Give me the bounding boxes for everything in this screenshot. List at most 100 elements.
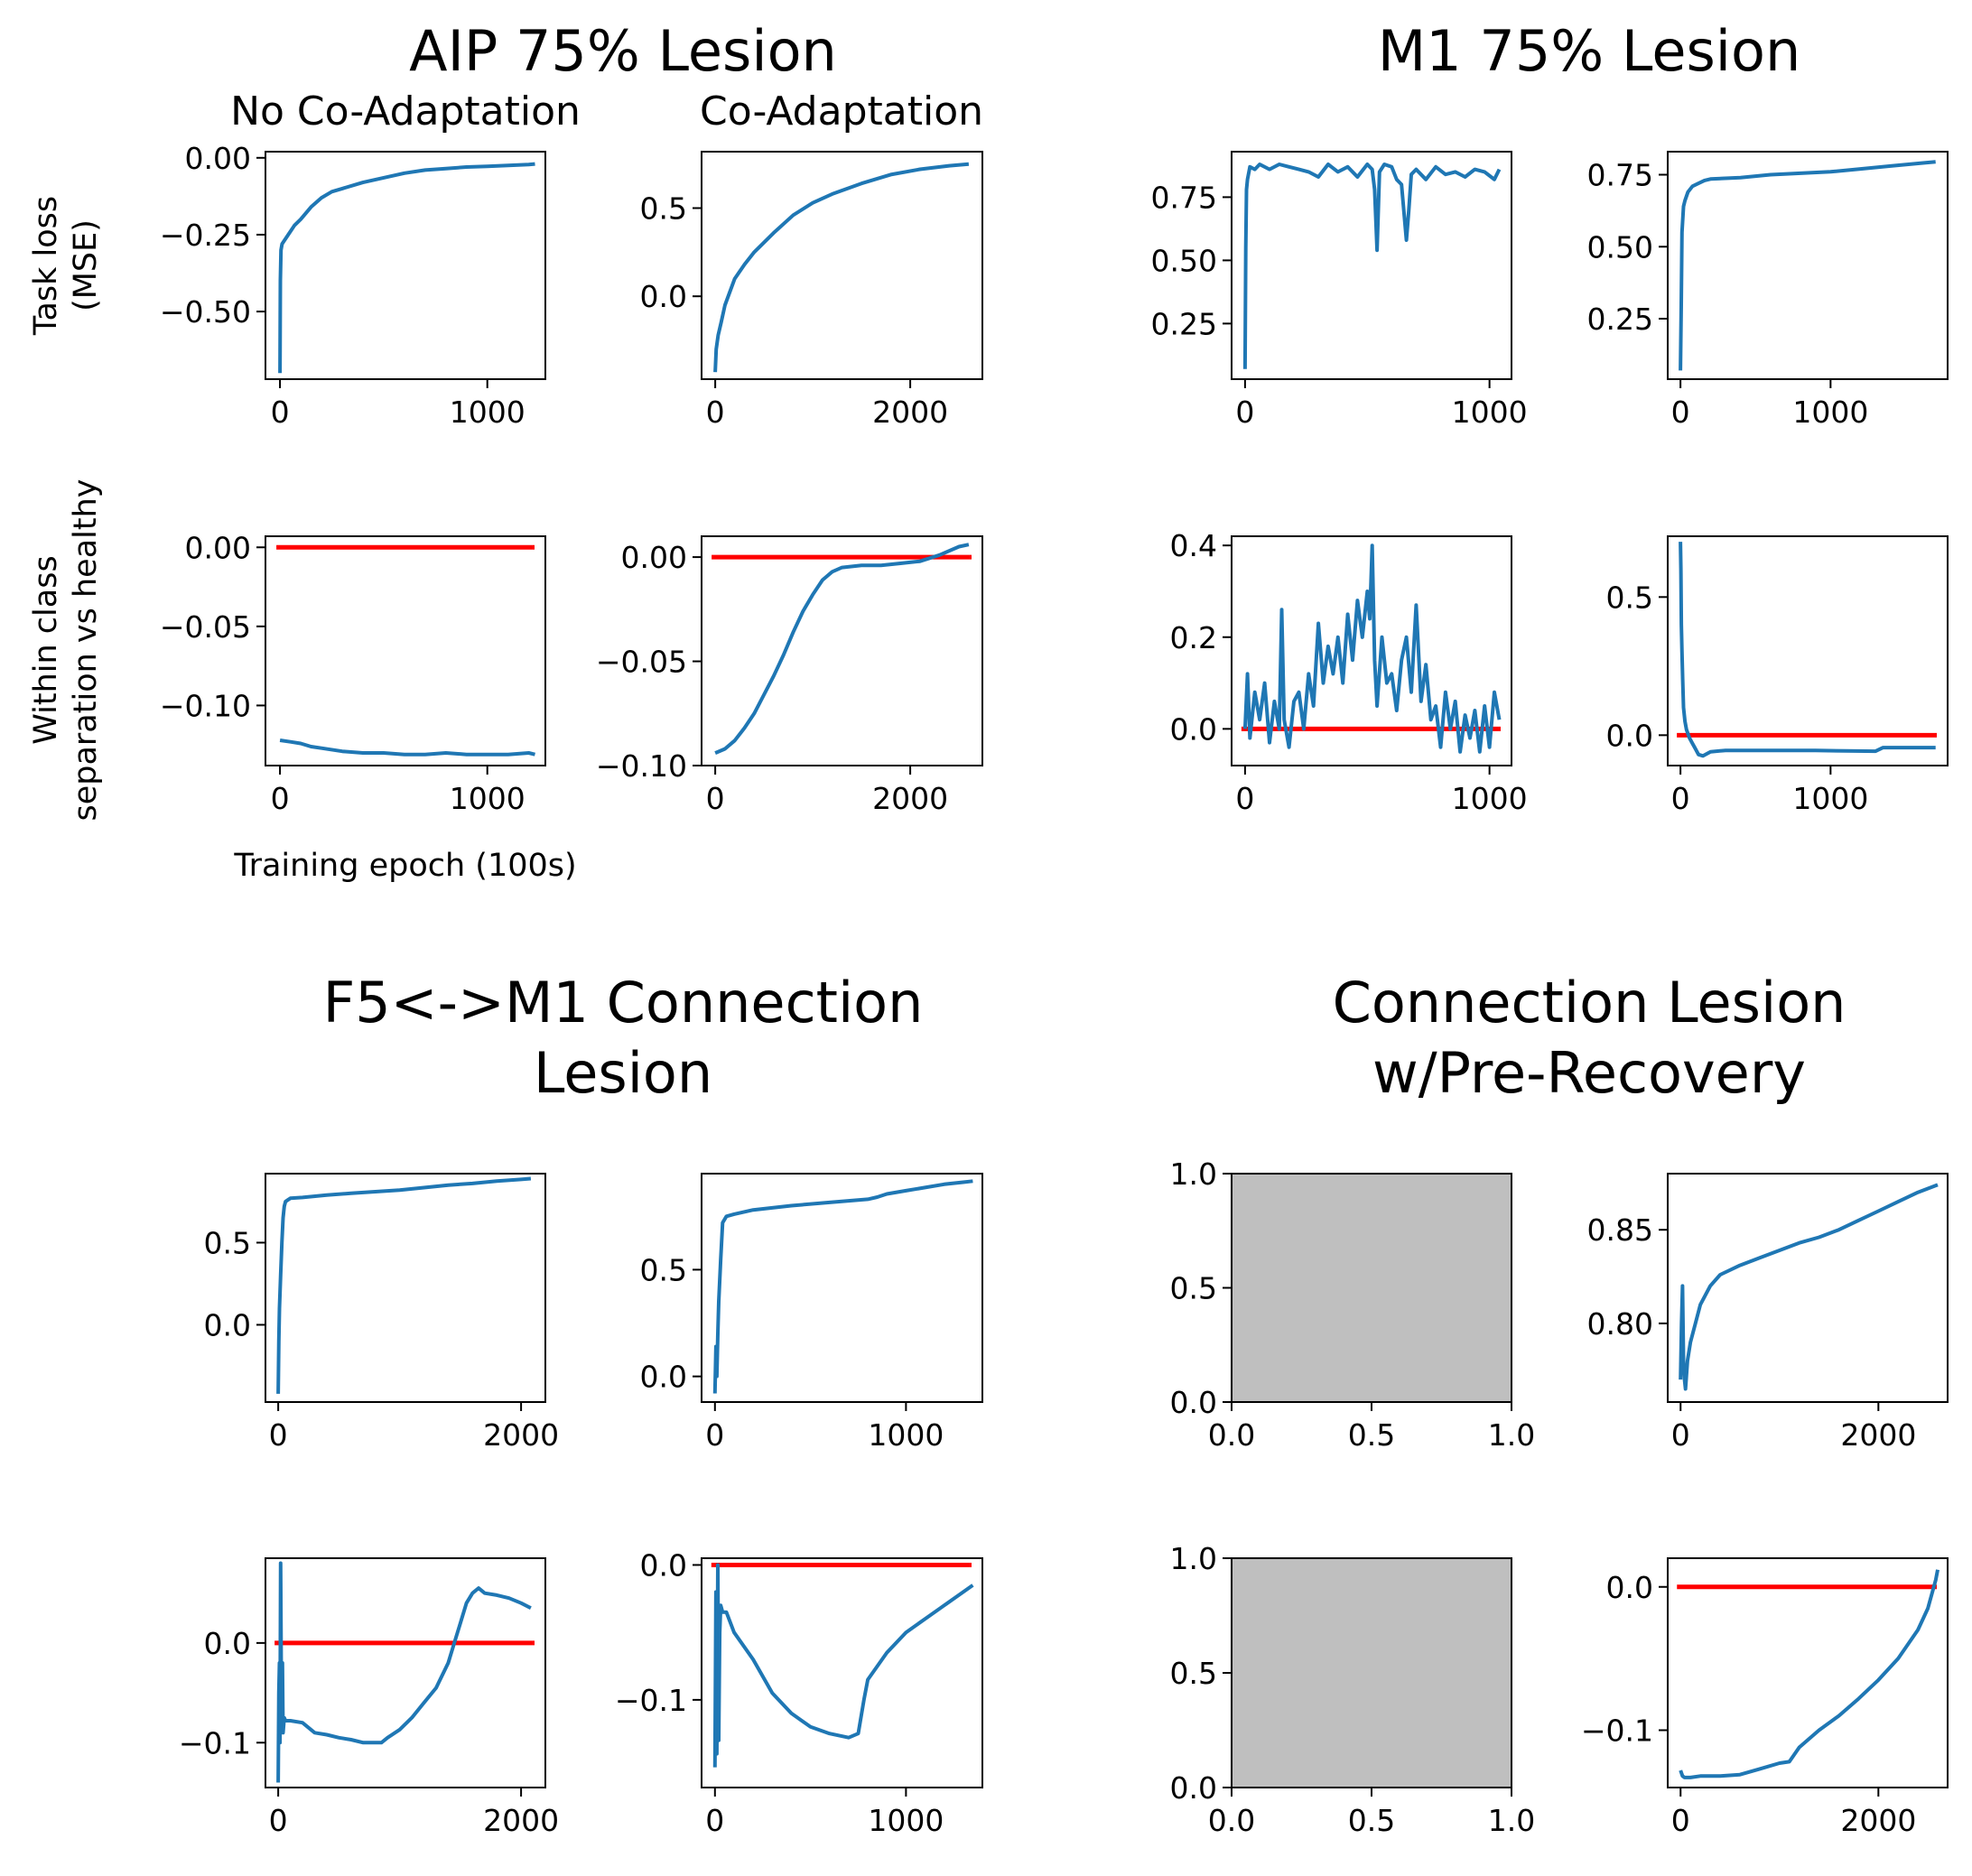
empty-panel-background (1232, 1558, 1512, 1788)
series-line (1679, 1183, 1939, 1391)
y-tick-label: −0.1 (179, 1725, 251, 1760)
y-tick-label: 0.80 (1587, 1306, 1653, 1342)
axes-frame (265, 1557, 546, 1788)
x-tick-label: 2000 (1840, 1417, 1916, 1453)
y-tick-label: 0.0 (640, 279, 687, 314)
y-tick-label: 0.85 (1587, 1212, 1653, 1248)
panel-aip_nc_loss: 0 1000 0.00 −0.25 −0.50 (160, 141, 546, 430)
series-line (279, 738, 535, 757)
y-tick-label: 0.0 (1606, 1570, 1653, 1605)
axes-frame (1667, 535, 1949, 766)
axes-frame (1667, 1557, 1949, 1788)
y-tick-label: 0.00 (621, 540, 687, 575)
y-axis-label-separation: Within class (28, 555, 64, 744)
panel-prerec_c_loss: 0 2000 0.85 0.80 (1587, 1173, 1949, 1453)
axes-frame (265, 535, 546, 766)
axes-frame (265, 1173, 546, 1403)
panel-prerec_nc_sep: 0.0 0.5 1.0 1.0 0.5 0.0 (1170, 1541, 1536, 1838)
panel-aip_c_loss: 0 2000 0.5 0.0 (640, 151, 983, 430)
y-tick-label: 0.2 (1170, 620, 1217, 655)
y-tick-label: 0.4 (1170, 528, 1217, 563)
y-tick-label: 0.0 (1170, 711, 1217, 747)
x-tick-label: 1000 (868, 1417, 944, 1453)
series-line (276, 1176, 532, 1394)
y-tick-label: 0.75 (1587, 158, 1653, 193)
y-tick-label: −0.05 (596, 645, 687, 680)
x-axis-label: Training epoch (100s) (233, 848, 576, 884)
x-tick-label: 1.0 (1488, 1803, 1535, 1838)
series-line (276, 1561, 532, 1783)
y-tick-label: 0.0 (1170, 1770, 1217, 1806)
titles: AIP 75% Lesion M1 75% Lesion F5<->M1 Conne… (28, 18, 1846, 1106)
group-title-aip: AIP 75% Lesion (409, 18, 837, 84)
axes-frame (701, 535, 983, 766)
y-tick-label: 0.50 (1151, 243, 1217, 278)
panel-m1_nc_loss: 0 1000 0.75 0.50 0.25 (1151, 151, 1528, 430)
y-tick-label: 0.25 (1587, 302, 1653, 337)
y-tick-label: 0.00 (185, 530, 251, 565)
group-title-f5m1: Lesion (534, 1040, 712, 1106)
x-tick-label: 0 (271, 395, 290, 430)
x-tick-label: 0 (705, 1803, 724, 1838)
series-line (712, 1563, 974, 1768)
y-tick-label: −0.1 (1581, 1713, 1653, 1749)
x-tick-label: 0 (705, 1417, 724, 1453)
x-tick-label: 0 (1671, 395, 1690, 430)
y-tick-label: 0.5 (640, 191, 687, 227)
x-tick-label: 0 (269, 1803, 288, 1838)
y-axis-label-separation: separation vs healthy (68, 478, 104, 821)
x-tick-label: 1000 (1452, 395, 1528, 430)
axes-frame (1231, 151, 1512, 380)
group-title-m1: M1 75% Lesion (1378, 18, 1801, 84)
axes-frame (701, 1173, 983, 1403)
axes-frame (265, 151, 546, 380)
series-line (1679, 542, 1936, 758)
x-tick-label: 1000 (450, 395, 526, 430)
y-tick-label: −0.10 (596, 748, 687, 784)
x-tick-label: 0.5 (1348, 1803, 1395, 1838)
series-line (714, 543, 970, 755)
y-tick-label: −0.05 (160, 609, 251, 645)
y-tick-label: 0.5 (1606, 580, 1653, 615)
x-tick-label: 0 (1671, 781, 1690, 816)
group-title-prerec: w/Pre-Recovery (1372, 1040, 1806, 1106)
panel-f5m1_nc_sep: 0 2000 0.0 −0.1 (179, 1557, 559, 1838)
x-tick-label: 0 (271, 781, 290, 816)
x-tick-label: 1000 (1452, 781, 1528, 816)
panel-m1_nc_sep: 0 1000 0.4 0.2 0.0 (1170, 528, 1528, 816)
y-axis-label-task-loss: Task loss (28, 196, 64, 336)
x-tick-label: 1000 (868, 1803, 944, 1838)
series-line (1242, 543, 1502, 754)
y-axis-label-task-loss: (MSE) (68, 219, 104, 311)
x-tick-label: 2000 (1840, 1803, 1916, 1838)
y-tick-label: 0.25 (1151, 306, 1217, 341)
series-line (1679, 160, 1936, 371)
x-tick-label: 0.0 (1208, 1417, 1255, 1453)
group-title-f5m1: F5<->M1 Connection (323, 970, 924, 1036)
x-tick-label: 0.0 (1208, 1803, 1255, 1838)
panel-m1_c_sep: 0 1000 0.5 0.0 (1606, 535, 1949, 816)
y-tick-label: 0.0 (1606, 718, 1653, 753)
x-tick-label: 1000 (450, 781, 526, 816)
y-tick-label: 0.0 (204, 1307, 251, 1342)
y-tick-label: −0.25 (160, 218, 251, 253)
x-tick-label: 1.0 (1488, 1417, 1535, 1453)
x-tick-label: 0 (269, 1417, 288, 1453)
x-tick-label: 0 (1235, 781, 1254, 816)
x-tick-label: 0 (1671, 1417, 1690, 1453)
y-tick-label: 0.5 (1170, 1656, 1217, 1691)
panel-prerec_nc_loss: 0.0 0.5 1.0 1.0 0.5 0.0 (1170, 1156, 1536, 1453)
y-tick-label: 0.0 (640, 1547, 687, 1583)
series-line (278, 162, 535, 374)
x-tick-label: 2000 (872, 395, 948, 430)
x-tick-label: 2000 (483, 1417, 559, 1453)
panel-prerec_c_sep: 0 2000 0.0 −0.1 (1581, 1557, 1949, 1838)
panel-aip_nc_sep: 0 1000 0.00 −0.05 −0.10 (160, 530, 546, 816)
y-tick-label: −0.1 (615, 1683, 687, 1718)
x-tick-label: 2000 (483, 1803, 559, 1838)
x-tick-label: 2000 (872, 781, 948, 816)
axes-frame (1667, 151, 1949, 380)
panel-aip_c_sep: 0 2000 0.00 −0.05 −0.10 (596, 535, 983, 816)
axes-frame (1231, 535, 1512, 766)
